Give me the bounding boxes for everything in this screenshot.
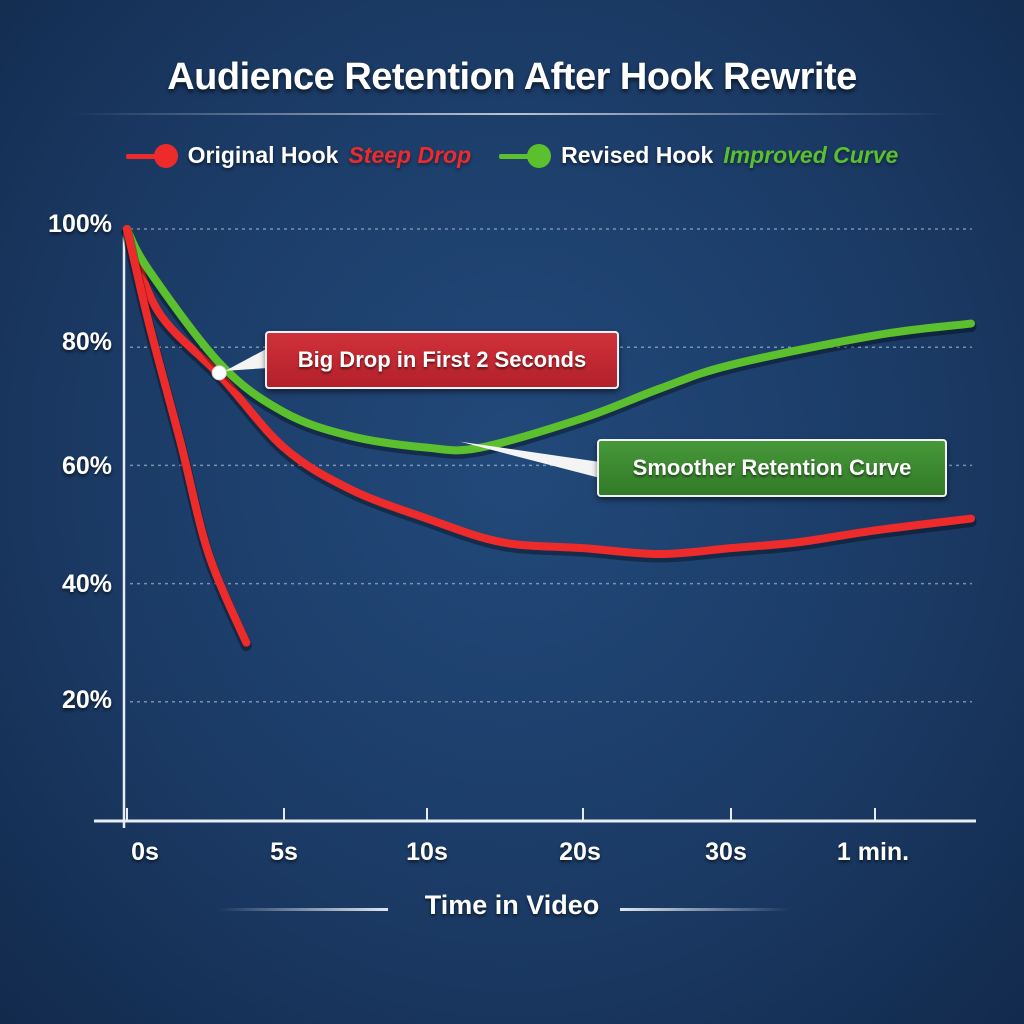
revised-hook-line bbox=[123, 225, 975, 455]
x-tick-label: 20s bbox=[559, 838, 601, 866]
y-tick-label: 60% bbox=[61, 452, 112, 480]
x-title-divider bbox=[620, 908, 790, 911]
x-tick-label: 0s bbox=[131, 838, 159, 866]
annotation-pointer bbox=[460, 441, 600, 478]
annotation-pointer bbox=[225, 348, 268, 371]
legend-note: Steep Drop bbox=[348, 142, 472, 168]
x-tick-label: 5s bbox=[270, 838, 298, 866]
legend-item-original: Original Hook Steep Drop bbox=[125, 142, 472, 169]
red-line-marker-icon bbox=[125, 143, 178, 168]
x-tick-label: 1 min. bbox=[836, 838, 910, 866]
title-divider bbox=[70, 113, 950, 115]
green-line-marker-icon bbox=[499, 143, 552, 168]
x-axis-title: Time in Video bbox=[424, 890, 600, 920]
legend-note: Improved Curve bbox=[723, 142, 899, 168]
legend-label: Revised Hook bbox=[561, 142, 714, 168]
original-hook-line-steep bbox=[123, 225, 251, 647]
x-title-divider bbox=[218, 908, 388, 911]
legend-item-revised: Revised Hook Improved Curve bbox=[499, 142, 898, 169]
legend: Original Hook Steep Drop Revised Hook Im… bbox=[0, 142, 1024, 169]
y-tick-label: 100% bbox=[48, 210, 112, 238]
annotation-big-drop: Big Drop in First 2 Seconds bbox=[265, 331, 619, 389]
y-tick-label: 20% bbox=[61, 686, 112, 714]
y-tick-label: 80% bbox=[61, 328, 112, 356]
annotation-smoother-curve: Smoother Retention Curve bbox=[597, 439, 947, 497]
annotation-marker-dot bbox=[211, 365, 227, 381]
chart-title: Audience Retention After Hook Rewrite bbox=[167, 56, 857, 98]
y-tick-label: 40% bbox=[61, 570, 112, 598]
legend-label: Original Hook bbox=[187, 142, 339, 168]
x-tick-label: 30s bbox=[705, 838, 747, 866]
x-tick-label: 10s bbox=[406, 838, 448, 866]
